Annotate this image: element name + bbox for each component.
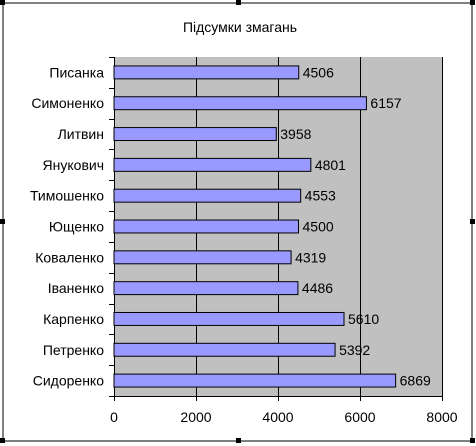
bar (113, 250, 292, 265)
category-label: Янукович (43, 157, 104, 173)
data-label: 4801 (315, 157, 346, 173)
category-label: Іваненко (48, 280, 104, 296)
data-label: 4506 (303, 64, 334, 80)
resize-handle[interactable] (470, 219, 475, 224)
category-label: Сидоренко (33, 373, 104, 389)
data-label: 4553 (305, 188, 336, 204)
bar (113, 373, 397, 388)
x-tick-label: 4000 (262, 409, 293, 425)
category-label: Писанка (49, 64, 104, 80)
category-label: Симоненко (31, 95, 104, 111)
bar (113, 188, 302, 203)
resize-handle[interactable] (236, 438, 241, 443)
resize-handle[interactable] (0, 0, 5, 5)
x-tick-label: 2000 (180, 409, 211, 425)
category-label: Коваленко (35, 249, 104, 265)
bar (113, 342, 336, 357)
chart-title: Підсумки змагань (183, 19, 297, 35)
bar (113, 311, 345, 326)
plot-area: Сидоренко 6869 Петренко 5392 Карпенко 5610 Іва… (30, 57, 458, 425)
bar (113, 127, 277, 142)
resize-handle[interactable] (0, 219, 5, 224)
category-label: Ющенко (49, 219, 104, 235)
data-label: 6157 (370, 95, 401, 111)
bar (113, 157, 312, 172)
resize-handle[interactable] (470, 438, 475, 443)
x-tick-label: 8000 (426, 409, 457, 425)
resize-handle[interactable] (236, 0, 241, 5)
category-label: Тимошенко (30, 188, 104, 204)
data-label: 3958 (280, 126, 311, 142)
category-label: Литвин (58, 126, 104, 142)
data-label: 6869 (400, 373, 431, 389)
bar (113, 65, 300, 80)
resize-handle[interactable] (470, 0, 475, 5)
category-label: Петренко (43, 342, 104, 358)
data-label: 4486 (302, 280, 333, 296)
x-tick-label: 0 (110, 409, 118, 425)
bar (113, 219, 299, 234)
category-label: Карпенко (43, 311, 104, 327)
data-label: 5610 (348, 311, 379, 327)
data-label: 5392 (339, 342, 370, 358)
bar (113, 96, 367, 111)
bar (113, 281, 299, 296)
x-tick-label: 6000 (344, 409, 375, 425)
data-label: 4500 (303, 219, 334, 235)
data-label: 4319 (295, 249, 326, 265)
resize-handle[interactable] (0, 438, 5, 443)
